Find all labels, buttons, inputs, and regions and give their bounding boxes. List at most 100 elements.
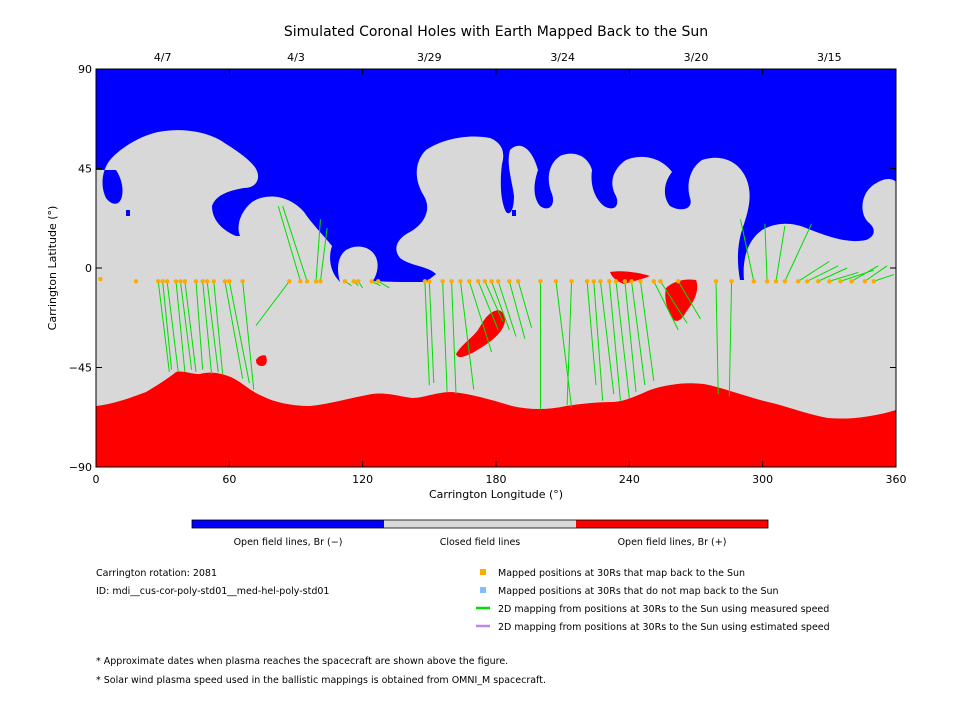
date-tick-label: 3/15 <box>817 51 842 64</box>
colorbar-segment <box>192 520 384 528</box>
mapping-line <box>851 265 879 282</box>
colorbar-label: Open field lines, Br (−) <box>234 537 343 548</box>
x-tick-label: 60 <box>222 473 236 486</box>
y-tick-label: −90 <box>69 461 92 474</box>
mapping-line <box>660 280 688 324</box>
mapped-point <box>298 279 303 284</box>
mapping-line <box>255 280 290 326</box>
mapped-point <box>613 279 619 284</box>
date-axis: 4/7 4/3 3/29 3/24 3/20 3/15 <box>154 51 842 64</box>
mapping-line <box>508 281 526 339</box>
mapped-point <box>476 279 481 284</box>
mapping-line <box>282 205 308 282</box>
mapping-line <box>797 260 830 282</box>
open-field-negative-region <box>126 210 130 216</box>
mapping-line <box>468 281 493 353</box>
mapped-point <box>351 279 356 284</box>
footnote-speed: * Solar wind plasma speed used in the ba… <box>96 675 546 686</box>
mapping-line <box>175 281 186 372</box>
mapping-line <box>228 281 250 384</box>
mapping-line <box>715 281 719 395</box>
mapped-point <box>193 279 199 284</box>
mapping-line <box>491 281 510 331</box>
legend-swatch <box>480 569 486 575</box>
mapped-point <box>838 279 843 284</box>
legend-label: Mapped positions at 30Rs that map back t… <box>498 568 745 579</box>
mapping-line <box>477 281 499 331</box>
colorbar-segment <box>576 520 768 528</box>
mapped-point <box>133 279 139 284</box>
mapping-line <box>202 281 213 375</box>
mapped-point <box>318 279 323 284</box>
date-tick-label: 3/20 <box>684 51 709 64</box>
mapped-point <box>607 279 612 284</box>
mapped-point <box>369 279 374 284</box>
mapping-line <box>593 281 604 401</box>
mapped-point <box>211 279 216 284</box>
mapped-point <box>622 279 628 284</box>
mapped-point <box>156 279 161 284</box>
carrington-rotation-text: Carrington rotation: 2081 <box>96 568 217 579</box>
mapped-point <box>458 279 463 284</box>
mapping-line <box>615 281 630 399</box>
mapped-point <box>356 279 361 284</box>
mapped-point <box>200 279 205 284</box>
mapping-line <box>424 281 430 386</box>
open-field-negative-region <box>512 210 516 216</box>
mapped-point <box>591 279 596 284</box>
mapped-point <box>816 279 821 284</box>
mapped-point <box>849 279 854 284</box>
colorbar-segment <box>384 520 576 528</box>
mapped-point <box>427 279 432 284</box>
mapped-point <box>160 279 165 284</box>
mapping-line <box>829 271 859 282</box>
y-axis: 90 45 0 −45 −90 <box>69 63 896 474</box>
mapping-line <box>195 281 204 370</box>
mapped-point <box>98 276 103 282</box>
open-field-negative-region <box>96 69 896 282</box>
date-tick-label: 4/7 <box>154 51 172 64</box>
mapping-line <box>484 281 504 322</box>
mapping-line <box>442 281 448 392</box>
mapped-point <box>222 279 228 284</box>
x-axis-label: Carrington Longitude (°) <box>429 488 563 501</box>
x-axis: 0 60 120 180 240 300 360 <box>93 69 907 486</box>
colorbar-label: Closed field lines <box>440 537 521 548</box>
y-tick-label: 90 <box>78 63 92 76</box>
mapping-line <box>315 219 321 282</box>
x-tick-label: 120 <box>352 473 373 486</box>
colorbar: Open field lines, Br (−) Closed field lin… <box>191 519 769 548</box>
mapped-point <box>287 279 292 284</box>
mapping-line <box>224 281 244 379</box>
mapping-line <box>555 281 573 408</box>
mapped-point <box>164 279 170 284</box>
x-tick-label: 360 <box>886 473 907 486</box>
mapped-point <box>449 279 454 284</box>
legend-label: 2D mapping from positions at 30Rs to the… <box>498 622 830 633</box>
mapping-line <box>179 281 193 370</box>
mapped-point <box>313 279 319 284</box>
date-tick-label: 3/29 <box>417 51 442 64</box>
mapped-point <box>862 279 868 284</box>
mapped-point <box>658 279 663 284</box>
mapped-point <box>804 279 810 284</box>
mapped-point <box>440 279 445 284</box>
mapping-line <box>157 281 170 372</box>
x-tick-label: 300 <box>752 473 773 486</box>
mapping-line <box>184 281 197 372</box>
mapped-point <box>827 279 832 284</box>
open-field-positive-region <box>610 271 650 284</box>
date-tick-label: 3/24 <box>550 51 575 64</box>
mapping-line <box>818 267 848 282</box>
colorbar-label: Open field lines, Br (+) <box>618 537 727 548</box>
mapping-line <box>319 228 328 282</box>
mapping-line <box>242 281 255 390</box>
mapping-line <box>631 281 646 386</box>
mapped-point <box>598 279 603 284</box>
mapping-line <box>864 265 888 282</box>
closed-field-region <box>338 246 378 282</box>
mapping-line <box>162 281 173 370</box>
mapped-point <box>489 279 494 284</box>
mapped-point <box>204 279 210 284</box>
mapped-point <box>227 279 232 284</box>
